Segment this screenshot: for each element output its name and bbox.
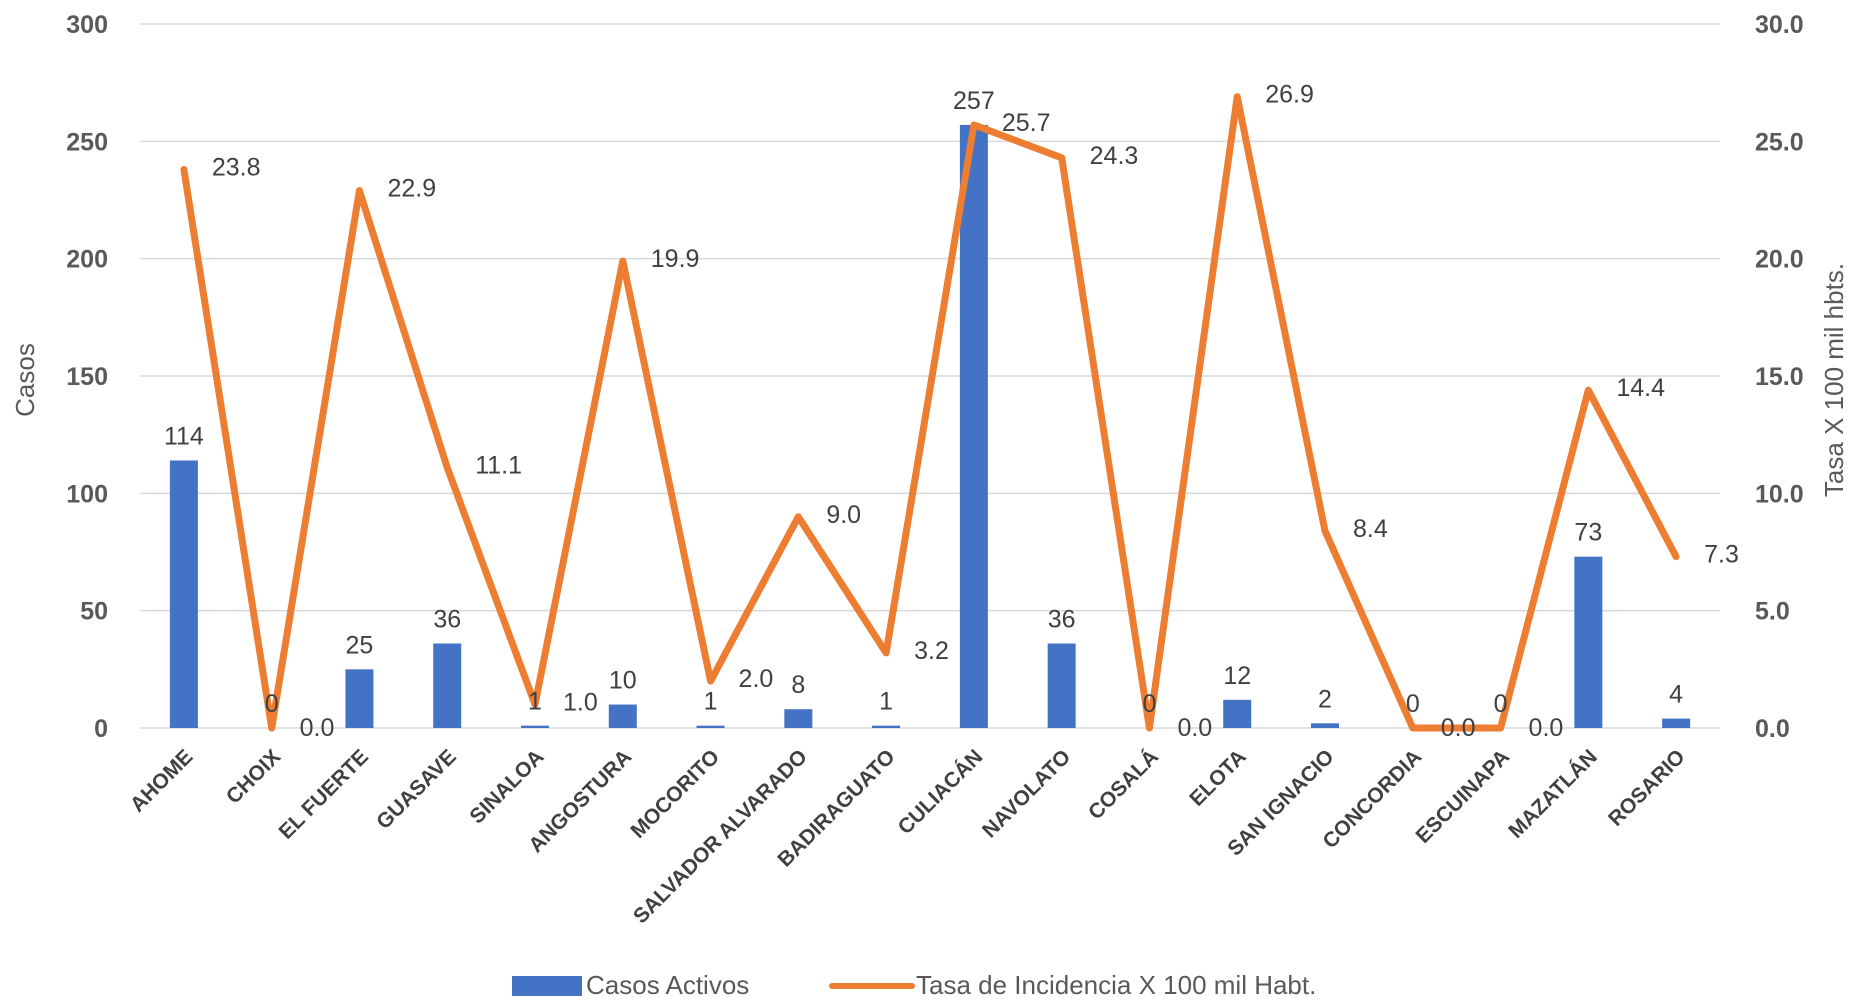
bar <box>696 725 725 728</box>
right-tick-label: 0.0 <box>1755 715 1790 743</box>
bar-data-labels: 114 0 25 36 1 10 1 8 1 257 36 0 12 2 0 0 73 4 <box>164 87 1683 718</box>
bar-data-label: 114 <box>164 422 204 450</box>
bar-data-label: 0 <box>1406 690 1420 718</box>
left-tick-label: 250 <box>66 128 108 156</box>
line-data-label: 26.9 <box>1265 81 1314 109</box>
category-label: ESCUINAPA <box>1411 745 1514 848</box>
line-data-label: 0.0 <box>300 714 335 742</box>
bar <box>1662 718 1691 728</box>
bar <box>784 709 813 728</box>
line-data-label: 25.7 <box>1002 109 1051 137</box>
line-data-label: 24.3 <box>1090 142 1139 170</box>
category-label: SALVADOR ALVARADO <box>629 745 812 928</box>
right-tick-label: 15.0 <box>1755 363 1804 391</box>
bar-data-label: 0 <box>1494 690 1508 718</box>
bar <box>1047 643 1076 728</box>
bar-data-label: 0 <box>1142 690 1156 718</box>
bar <box>521 725 549 728</box>
right-axis-ticks: 0.0 5.0 10.0 15.0 20.0 25.0 30.0 <box>1755 11 1804 743</box>
bar <box>1223 699 1252 728</box>
bar-data-label: 257 <box>953 87 995 115</box>
line-data-label: 22.9 <box>387 175 436 203</box>
category-label: NAVOLATO <box>978 745 1075 842</box>
bar-data-label: 36 <box>1048 606 1076 634</box>
line-data-label: 19.9 <box>651 245 700 273</box>
line-data-label: 3.2 <box>914 637 949 665</box>
category-label: AHOME <box>126 745 198 817</box>
left-tick-label: 300 <box>66 11 108 39</box>
bar-data-label: 2 <box>1318 685 1332 713</box>
left-tick-label: 100 <box>66 480 108 508</box>
bar-data-label: 1 <box>704 688 718 716</box>
line-data-label: 11.1 <box>475 452 522 480</box>
bar-series <box>169 124 1691 728</box>
bar-data-label: 25 <box>346 631 374 659</box>
category-label: CULIACÁN <box>894 745 988 839</box>
bar <box>1574 556 1603 728</box>
bar-data-label: 1 <box>528 688 542 716</box>
line-data-label: 0.0 <box>1529 714 1564 742</box>
line-data-label: 0.0 <box>1441 714 1476 742</box>
left-tick-label: 200 <box>66 246 108 274</box>
bar <box>872 725 901 728</box>
bar-data-label: 4 <box>1669 681 1683 709</box>
legend-swatch-bars <box>512 976 582 996</box>
category-label: COSALÁ <box>1084 745 1163 824</box>
bar-data-label: 8 <box>791 671 805 699</box>
bar <box>1311 723 1339 728</box>
category-label: CHOIX <box>222 745 285 808</box>
right-tick-label: 30.0 <box>1755 11 1804 39</box>
bar <box>433 643 462 728</box>
left-tick-label: 0 <box>94 715 108 743</box>
category-label: EL FUERTE <box>274 745 372 843</box>
left-tick-label: 150 <box>66 363 108 391</box>
legend: Casos Activos Tasa de Incidencia X 100 m… <box>512 970 1316 1000</box>
line-data-labels: 23.8 0.0 22.9 11.1 1.0 19.9 2.0 9.0 3.2 25.7 24.3 0… <box>212 81 1739 742</box>
bar-data-label: 73 <box>1574 519 1602 547</box>
bar-data-label: 36 <box>433 606 461 634</box>
legend-label-line: Tasa de Incidencia X 100 mil Habt. <box>916 970 1316 1000</box>
left-tick-label: 50 <box>80 598 108 626</box>
right-tick-label: 10.0 <box>1755 480 1804 508</box>
left-axis-ticks: 0 50 100 150 200 250 300 <box>66 11 108 743</box>
right-tick-label: 25.0 <box>1755 128 1804 156</box>
category-label: ELOTA <box>1185 745 1250 810</box>
legend-label-bars: Casos Activos <box>586 970 749 1000</box>
category-label: ROSARIO <box>1604 745 1690 831</box>
category-label: GUASAVE <box>372 745 461 834</box>
bar <box>608 704 637 728</box>
line-data-label: 1.0 <box>563 689 598 717</box>
line-data-label: 7.3 <box>1704 541 1739 569</box>
bar-data-label: 10 <box>609 667 637 695</box>
line-data-label: 23.8 <box>212 153 261 181</box>
gridlines <box>140 23 1720 729</box>
line-data-label: 0.0 <box>1177 714 1212 742</box>
bar-data-label: 12 <box>1223 662 1251 690</box>
right-tick-label: 5.0 <box>1755 598 1790 626</box>
bar-data-label: 1 <box>879 688 893 716</box>
line-series <box>180 93 1680 732</box>
line-path <box>180 93 1680 732</box>
left-axis-title: Casos <box>10 343 40 417</box>
right-axis-title: Tasa X 100 mil hbts. <box>1819 263 1849 497</box>
line-data-label: 8.4 <box>1353 515 1388 543</box>
right-tick-label: 20.0 <box>1755 246 1804 274</box>
line-data-label: 14.4 <box>1616 374 1665 402</box>
bar <box>959 124 988 728</box>
line-data-label: 9.0 <box>826 501 861 529</box>
category-label: MAZATLÁN <box>1504 745 1602 843</box>
bar <box>345 669 374 728</box>
bar-data-label: 0 <box>265 690 279 718</box>
bar <box>169 460 198 728</box>
category-label: SINALOA <box>465 745 548 828</box>
line-data-label: 2.0 <box>739 665 774 693</box>
category-label: MOCORITO <box>626 745 724 843</box>
